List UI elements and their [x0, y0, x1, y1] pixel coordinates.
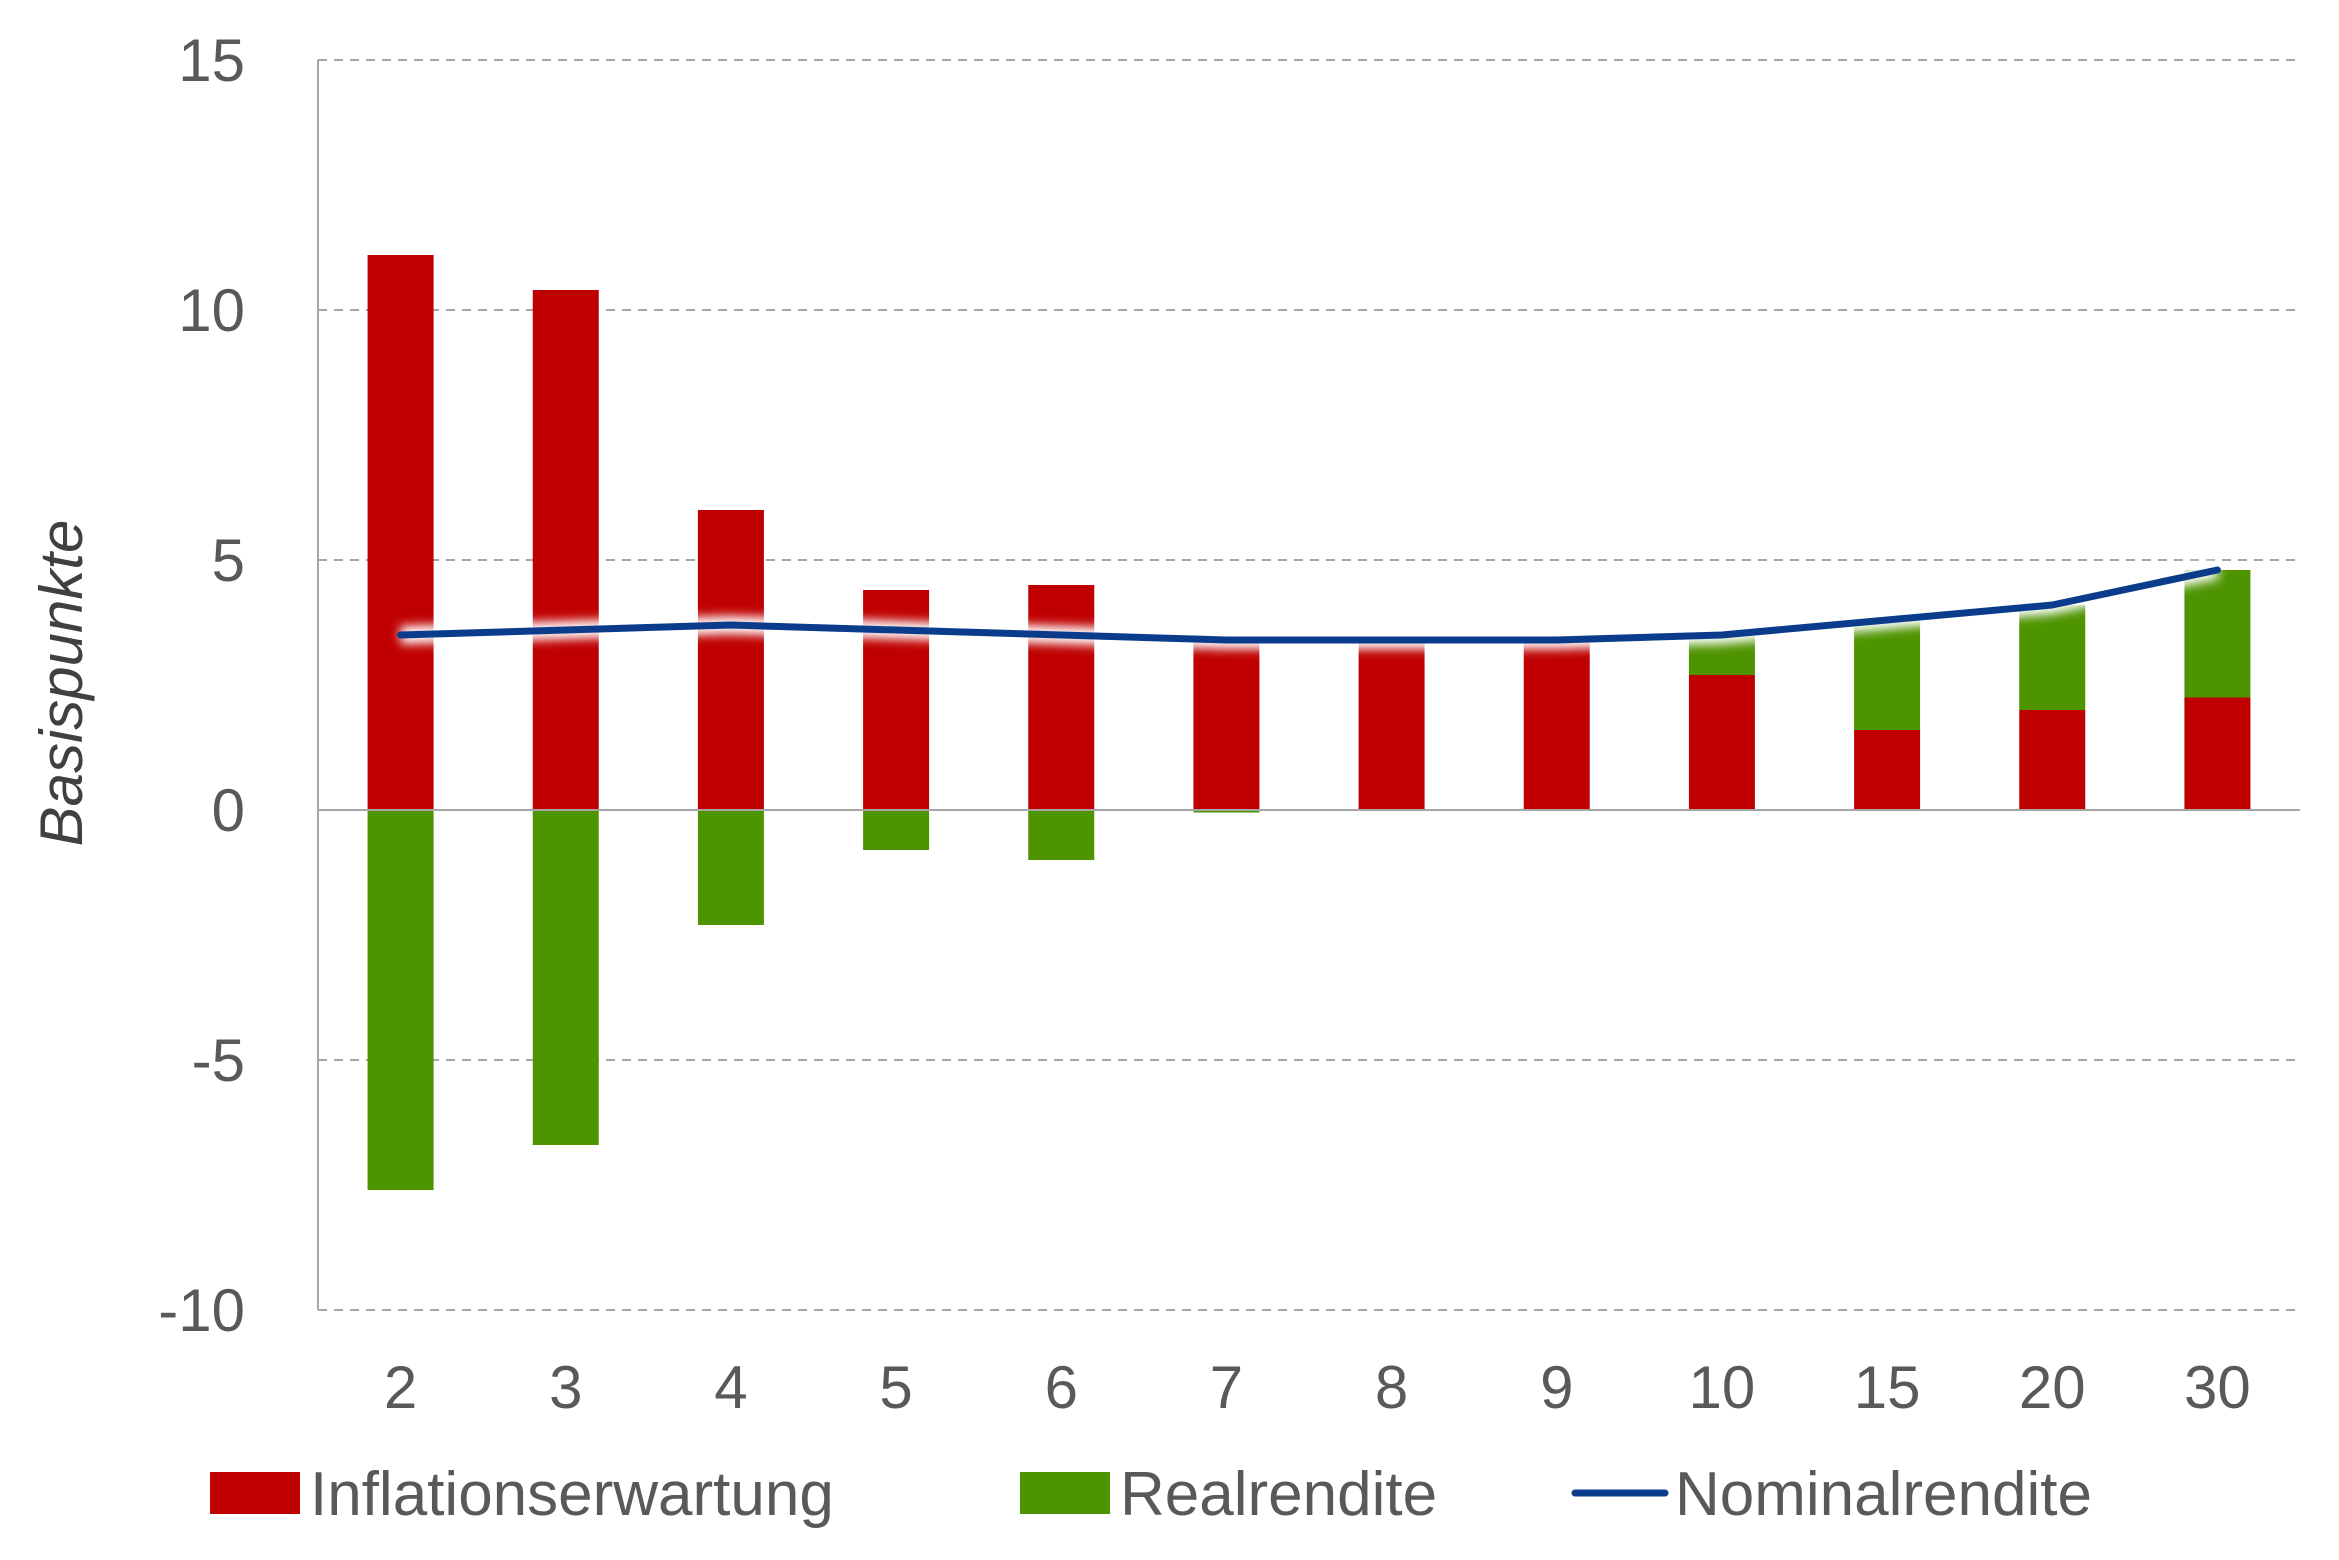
bar-inflationserwartung-3	[532, 290, 599, 810]
bar-inflationserwartung-15	[1854, 730, 1921, 810]
legend-label-realrendite: Realrendite	[1120, 1460, 1437, 1529]
bar-realrendite-3	[532, 810, 599, 1145]
bar-realrendite-20	[2019, 605, 2086, 710]
bar-realrendite-5	[863, 810, 930, 850]
legend-swatch-realrendite	[1020, 1472, 1110, 1514]
bar-realrendite-4	[697, 810, 764, 925]
axes	[317, 60, 2300, 1310]
bars	[367, 255, 2251, 1190]
bar-inflationserwartung-7	[1193, 640, 1260, 810]
bar-inflationserwartung-6	[1028, 585, 1095, 810]
y-tick-label: 10	[178, 277, 245, 344]
bar-inflationserwartung-9	[1523, 640, 1590, 810]
bar-realrendite-7	[1193, 810, 1260, 813]
y-axis-title: Basispunkte	[28, 520, 95, 847]
nominal-line-layer	[397, 561, 2221, 649]
y-tick-label: 5	[212, 527, 245, 594]
legend-label-nominalrendite: Nominalrendite	[1675, 1460, 2092, 1529]
x-tick-label: 3	[549, 1354, 582, 1421]
bar-inflationserwartung-2	[367, 255, 434, 810]
x-tick-label: 4	[714, 1354, 747, 1421]
x-tick-label: 20	[2019, 1354, 2086, 1421]
x-tick-label: 2	[384, 1354, 417, 1421]
y-tick-label: -10	[158, 1277, 245, 1344]
bar-realrendite-30	[2184, 570, 2251, 698]
y-tick-label: 0	[212, 777, 245, 844]
tick-labels: -10 -5 0 5 10 15 2 3 4 5 6 7 8 9 10 15 20 30	[158, 27, 2251, 1421]
bar-realrendite-15	[1854, 620, 1921, 730]
bar-realrendite-6	[1028, 810, 1095, 860]
legend: Inflationserwartung Realrendite Nominalren…	[210, 1460, 2092, 1529]
x-tick-label: 8	[1375, 1354, 1408, 1421]
x-tick-label: 15	[1854, 1354, 1921, 1421]
legend-swatch-inflationserwartung	[210, 1472, 300, 1514]
bar-inflationserwartung-8	[1358, 640, 1425, 810]
bar-inflationserwartung-20	[2019, 710, 2086, 810]
x-tick-label: 7	[1210, 1354, 1243, 1421]
y-tick-label: 15	[178, 27, 245, 94]
x-tick-label: 30	[2184, 1354, 2251, 1421]
legend-label-inflationserwartung: Inflationserwartung	[310, 1460, 834, 1529]
bar-inflationserwartung-4	[697, 510, 764, 810]
gridlines	[318, 59, 2300, 1311]
bar-inflationserwartung-30	[2184, 697, 2251, 810]
nominal-line	[397, 566, 2221, 644]
x-tick-label: 9	[1540, 1354, 1573, 1421]
x-tick-label: 6	[1045, 1354, 1078, 1421]
bar-realrendite-2	[367, 810, 434, 1190]
x-tick-label: 5	[879, 1354, 912, 1421]
x-tick-label: 10	[1689, 1354, 1756, 1421]
bar-inflationserwartung-10	[1688, 675, 1755, 810]
y-tick-label: -5	[192, 1027, 245, 1094]
